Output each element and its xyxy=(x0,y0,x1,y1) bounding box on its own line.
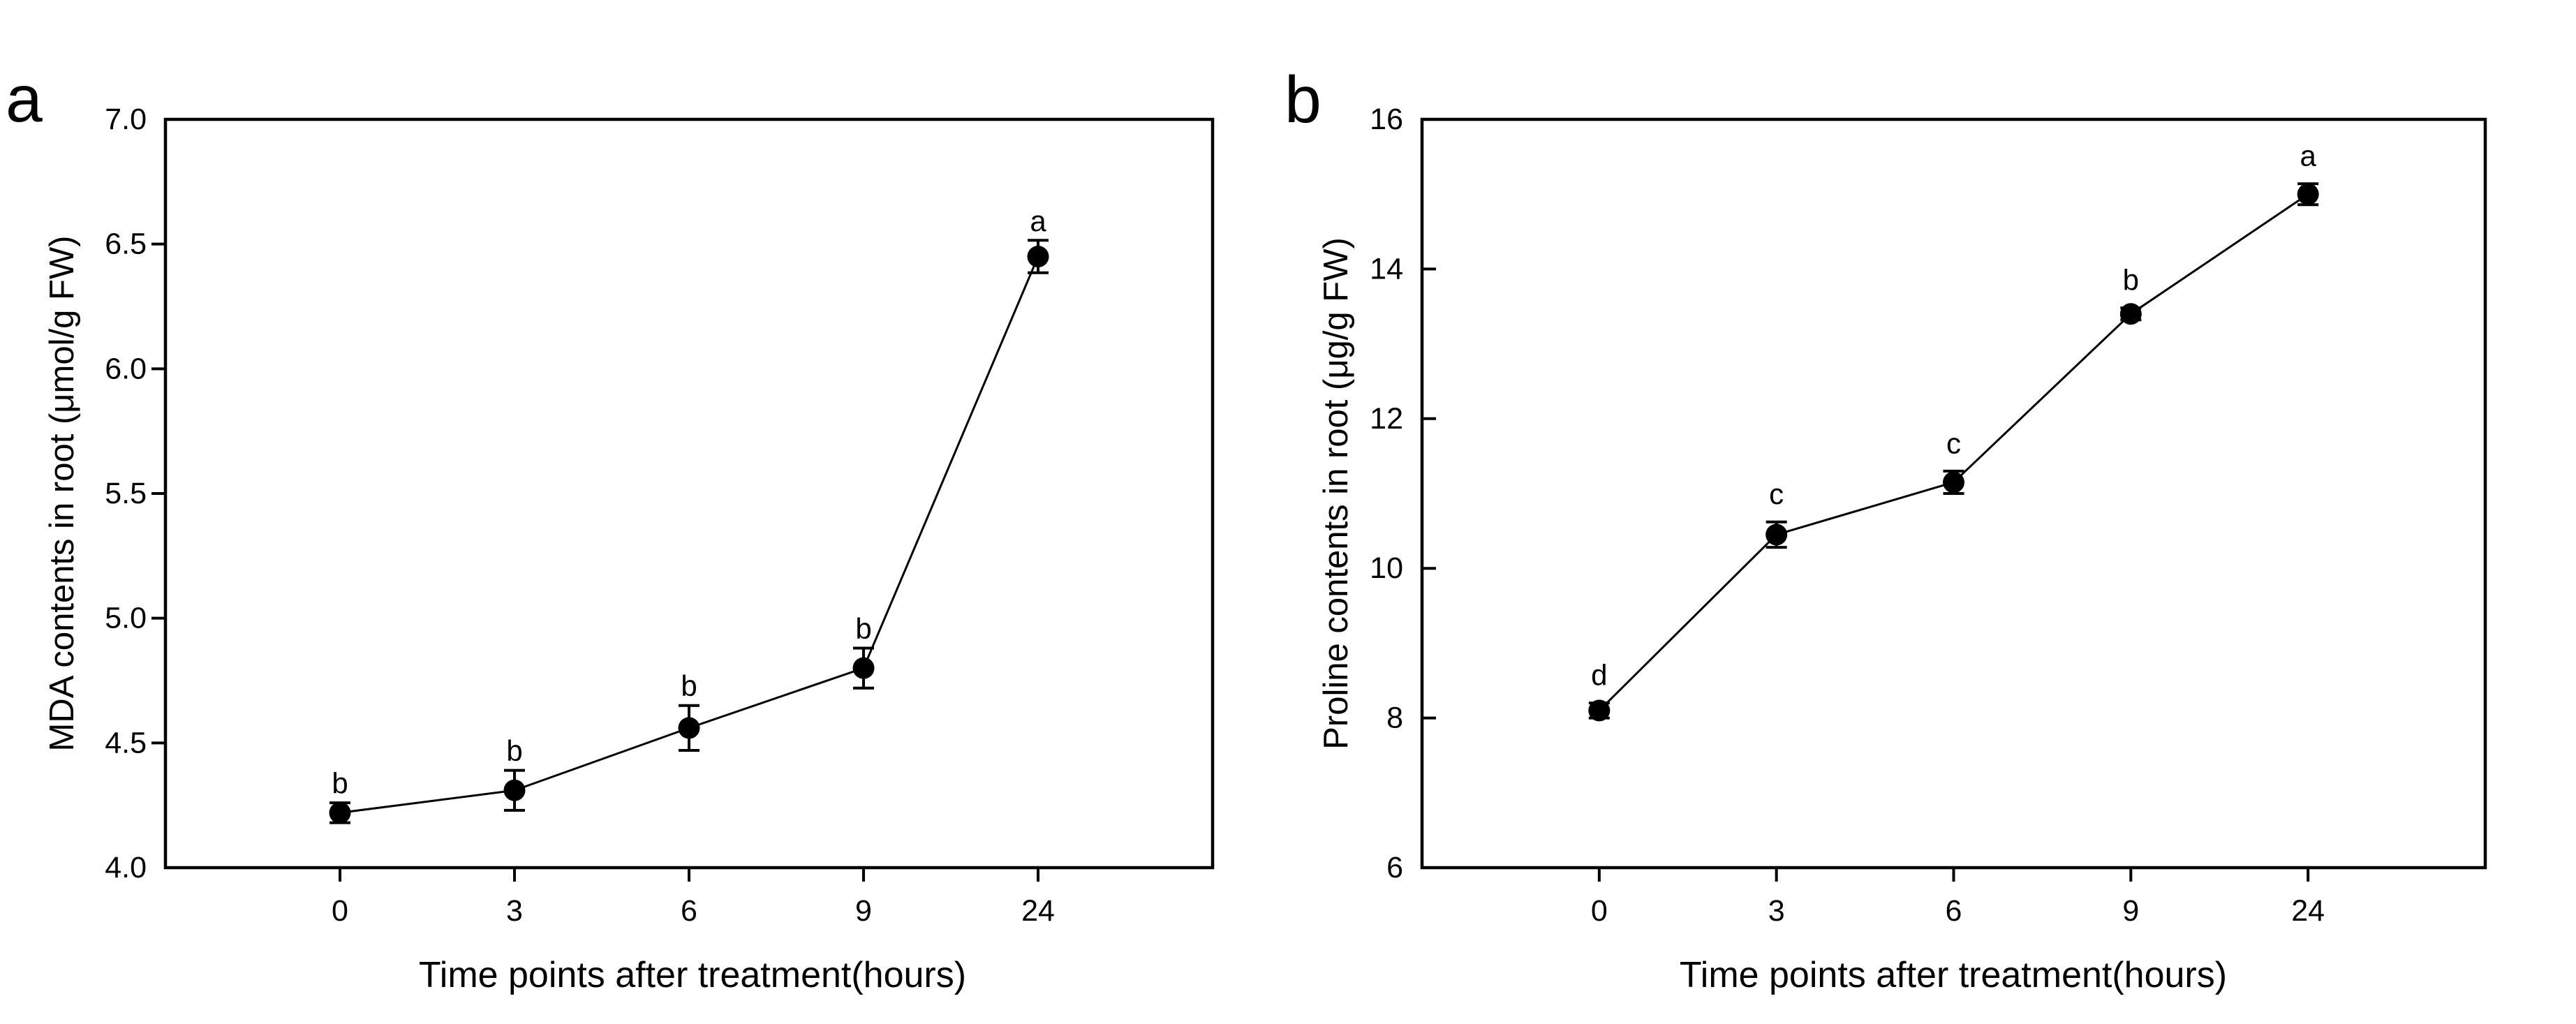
x-tick-label: 0 xyxy=(332,894,348,928)
data-point-marker xyxy=(1027,246,1049,268)
x-tick-label: 3 xyxy=(506,894,523,928)
data-point-marker xyxy=(503,779,526,801)
x-tick-label: 24 xyxy=(1021,894,1055,928)
significance-letter: a xyxy=(1030,205,1046,237)
panel-b-y-axis-title: Proline contents in root (μg/g FW) xyxy=(1317,237,1355,750)
significance-letter: b xyxy=(855,612,871,645)
significance-letter: d xyxy=(1591,659,1607,692)
y-tick-label: 16 xyxy=(1370,103,1403,136)
significance-letter: c xyxy=(1769,477,1784,510)
x-tick-label: 9 xyxy=(2122,894,2139,928)
panel-a-x-axis-title: Time points after treatment(hours) xyxy=(418,955,967,995)
panel-a-y-axis-title: MDA contents in root (μmol/g FW) xyxy=(43,235,81,752)
x-tick-label: 6 xyxy=(1946,894,1962,928)
panel-b-letter: b xyxy=(1285,63,1322,137)
data-point-marker xyxy=(678,717,700,739)
significance-letter: b xyxy=(332,767,348,800)
panel-b-plot: 16 14 12 10 8 6 0 3 6 9 24 d c c b a xyxy=(1370,103,2487,928)
significance-letter: b xyxy=(2123,264,2139,297)
y-tick-label: 4.5 xyxy=(105,726,147,759)
significance-letter: a xyxy=(2300,140,2316,172)
y-tick-label: 14 xyxy=(1370,252,1403,285)
data-point-marker xyxy=(852,657,875,679)
data-point-marker xyxy=(1943,471,1964,494)
x-tick-label: 3 xyxy=(1768,894,1785,928)
x-tick-label: 24 xyxy=(2291,894,2325,928)
y-tick-label: 12 xyxy=(1370,402,1403,436)
y-tick-label: 6.5 xyxy=(105,228,147,261)
y-tick-label: 5.5 xyxy=(105,477,147,510)
significance-letter: c xyxy=(1946,426,1961,459)
panel-a-letter: a xyxy=(6,62,43,136)
y-tick-label: 10 xyxy=(1370,551,1403,585)
x-tick-label: 9 xyxy=(855,894,872,928)
x-tick-label: 6 xyxy=(681,894,697,928)
panel-b-x-axis-title: Time points after treatment(hours) xyxy=(1679,955,2228,995)
plot-box xyxy=(163,117,1215,870)
data-point-marker xyxy=(2119,303,2142,325)
significance-letter: b xyxy=(681,669,697,702)
panel-a-plot: 7.0 6.5 6.0 5.5 5.0 4.5 4.0 0 3 6 9 24 b b b b a xyxy=(105,103,1215,928)
significance-letter: b xyxy=(506,734,522,767)
data-point-marker xyxy=(1588,699,1611,722)
data-point-marker xyxy=(1766,524,1788,546)
y-tick-label: 8 xyxy=(1386,702,1403,735)
data-point-marker xyxy=(2297,183,2319,205)
y-tick-label: 4.0 xyxy=(105,851,147,884)
data-point-marker xyxy=(329,801,351,824)
x-tick-label: 0 xyxy=(1591,894,1608,928)
y-tick-label: 7.0 xyxy=(105,103,147,136)
y-tick-label: 6.0 xyxy=(105,352,147,385)
y-tick-label: 5.0 xyxy=(105,602,147,635)
y-tick-label: 6 xyxy=(1386,851,1403,884)
